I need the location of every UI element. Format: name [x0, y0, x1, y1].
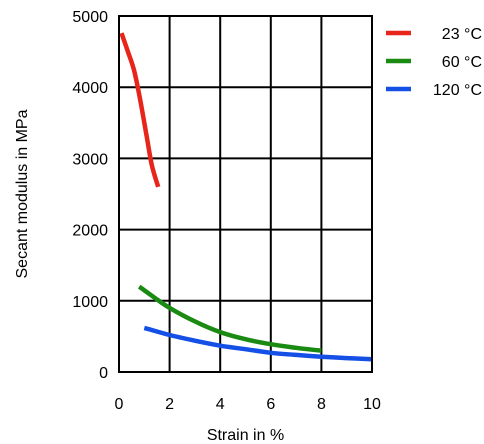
tick-labels: 0 2 4 6 8 10 0 1000 2000 3000 4000 5000: [72, 9, 381, 413]
y-axis-title: Secant modulus in MPa: [14, 109, 31, 278]
x-tick-label-3: 6: [266, 396, 275, 413]
series-layer: [119, 32, 373, 362]
series-line-1: [137, 284, 322, 353]
y-tick-label-4: 4000: [72, 80, 108, 97]
legend-label-2: 120 °C: [433, 82, 482, 99]
x-tick-label-1: 2: [165, 396, 174, 413]
x-tick-label-2: 4: [216, 396, 225, 413]
y-tick-label-3: 3000: [72, 151, 108, 168]
y-tick-label-5: 5000: [72, 9, 108, 26]
series-line-0: [119, 32, 161, 188]
grid: [118, 15, 373, 373]
legend-label-1: 60 °C: [442, 54, 482, 71]
series-line-2: [143, 325, 373, 362]
x-tick-label-4: 8: [317, 396, 326, 413]
legend-label-0: 23 °C: [442, 26, 482, 43]
x-tick-label-5: 10: [363, 396, 381, 413]
y-tick-label-2: 2000: [72, 223, 108, 240]
plot-frame: [118, 15, 373, 373]
x-tick-label-0: 0: [115, 396, 124, 413]
x-axis-title: Strain in %: [207, 427, 284, 444]
y-tick-label-0: 0: [99, 365, 108, 382]
y-tick-label-1: 1000: [72, 294, 108, 311]
legend: 23 °C 60 °C 120 °C: [386, 26, 482, 99]
